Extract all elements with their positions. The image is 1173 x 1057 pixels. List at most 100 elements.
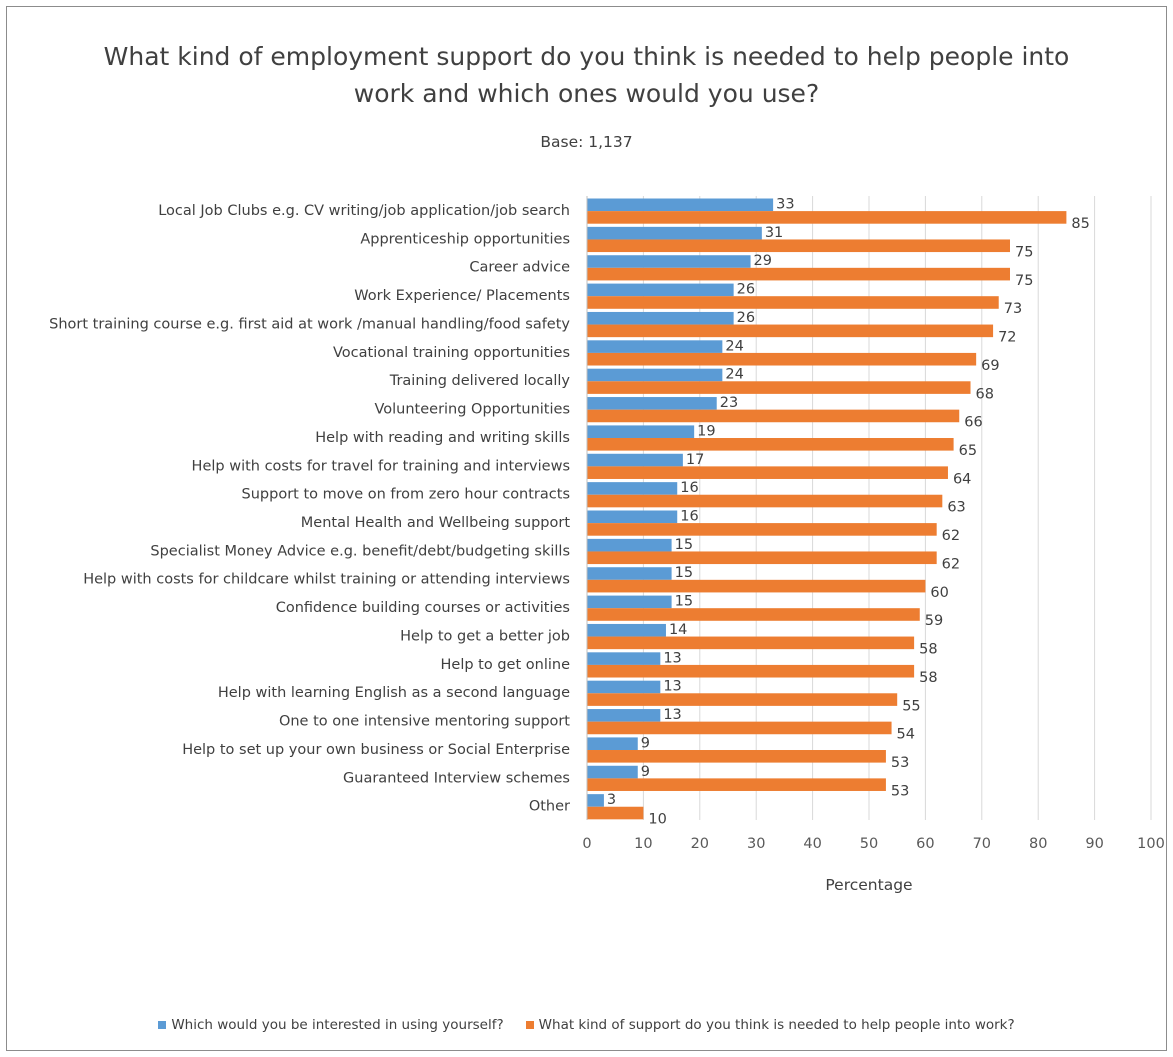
bar-series-1 bbox=[587, 453, 683, 467]
category-label: Work Experience/ Placements bbox=[354, 288, 570, 304]
bar-series-2 bbox=[587, 523, 937, 536]
x-tick-label: 10 bbox=[634, 836, 652, 852]
data-label-series-2: 64 bbox=[953, 471, 971, 487]
bar-series-2 bbox=[587, 409, 960, 423]
data-label-series-2: 62 bbox=[942, 556, 960, 572]
data-label-series-2: 62 bbox=[942, 528, 960, 544]
bar-series-1 bbox=[587, 425, 695, 439]
bar-series-2 bbox=[587, 721, 892, 735]
data-label-series-2: 10 bbox=[648, 812, 666, 828]
data-label-series-1: 15 bbox=[675, 594, 693, 610]
bar-series-2 bbox=[587, 579, 926, 593]
data-label-series-2: 75 bbox=[1015, 273, 1033, 289]
bar-series-1 bbox=[587, 198, 774, 212]
data-label-series-1: 26 bbox=[737, 282, 755, 298]
data-label-series-1: 16 bbox=[680, 509, 698, 525]
data-label-series-2: 53 bbox=[891, 755, 909, 771]
data-label-series-1: 15 bbox=[675, 537, 693, 553]
category-label: Mental Health and Wellbeing support bbox=[301, 515, 571, 531]
x-tick-label: 100 bbox=[1137, 836, 1165, 852]
data-label-series-1: 9 bbox=[641, 735, 650, 751]
data-label-series-2: 73 bbox=[1004, 301, 1022, 317]
data-label-series-2: 55 bbox=[902, 698, 920, 714]
bar-series-1 bbox=[587, 226, 762, 240]
data-label-series-1: 14 bbox=[669, 622, 687, 638]
bar-series-2 bbox=[587, 664, 915, 678]
bar-series-1 bbox=[587, 311, 734, 325]
category-label: Help with costs for travel for training … bbox=[192, 458, 570, 474]
category-label: Help to get a better job bbox=[400, 628, 570, 644]
category-label: Other bbox=[529, 799, 570, 815]
data-label-series-2: 75 bbox=[1015, 244, 1033, 260]
data-label-series-2: 72 bbox=[998, 330, 1016, 346]
category-label: Vocational training opportunities bbox=[333, 345, 570, 361]
bar-series-2 bbox=[587, 438, 954, 451]
bar-series-2 bbox=[587, 381, 971, 394]
bar-series-2 bbox=[587, 608, 920, 621]
bar-series-2 bbox=[587, 352, 977, 366]
bar-series-2 bbox=[587, 239, 1010, 253]
chart-subtitle: Base: 1,137 bbox=[540, 133, 633, 151]
legend: Which would you be interested in using y… bbox=[0, 1017, 1173, 1033]
x-axis-title: Percentage bbox=[825, 876, 912, 894]
bar-series-1 bbox=[587, 340, 723, 353]
data-label-series-2: 65 bbox=[959, 443, 977, 459]
legend-swatch-series-1 bbox=[158, 1021, 167, 1029]
data-label-series-1: 13 bbox=[663, 679, 681, 695]
legend-label-series-1: Which would you be interested in using y… bbox=[171, 1017, 504, 1033]
category-label: Volunteering Opportunities bbox=[374, 402, 570, 418]
bar-series-1 bbox=[587, 652, 661, 665]
bar-series-2 bbox=[587, 551, 937, 565]
bar-series-1 bbox=[587, 567, 672, 580]
data-label-series-2: 58 bbox=[919, 642, 937, 658]
bar-series-2 bbox=[587, 778, 886, 791]
x-tick-label: 20 bbox=[691, 836, 709, 852]
bar-series-2 bbox=[587, 693, 898, 706]
bar-series-2 bbox=[587, 636, 915, 650]
legend-item-series-2: What kind of support do you think is nee… bbox=[525, 1017, 1015, 1033]
data-label-series-2: 66 bbox=[964, 415, 982, 431]
bar-series-1 bbox=[587, 368, 723, 382]
bar-series-2 bbox=[587, 211, 1067, 224]
x-tick-label: 30 bbox=[747, 836, 765, 852]
bar-series-1 bbox=[587, 709, 661, 722]
legend-label-series-2: What kind of support do you think is nee… bbox=[538, 1017, 1015, 1033]
category-label: Guaranteed Interview schemes bbox=[343, 770, 570, 786]
x-tick-label: 40 bbox=[803, 836, 821, 852]
data-label-series-1: 24 bbox=[725, 367, 743, 383]
data-label-series-1: 26 bbox=[737, 310, 755, 326]
bar-series-1 bbox=[587, 538, 672, 552]
data-label-series-1: 19 bbox=[697, 423, 715, 439]
bar-series-2 bbox=[587, 750, 886, 763]
category-label: Apprenticeship opportunities bbox=[360, 231, 570, 247]
category-label: Support to move on from zero hour contra… bbox=[242, 487, 570, 503]
x-tick-label: 90 bbox=[1085, 836, 1103, 852]
bar-series-1 bbox=[587, 623, 666, 637]
data-label-series-2: 63 bbox=[947, 500, 965, 516]
category-label: Help to set up your own business or Soci… bbox=[182, 742, 570, 758]
x-tick-label: 80 bbox=[1029, 836, 1047, 852]
data-label-series-1: 9 bbox=[641, 764, 650, 780]
category-label: Help with costs for childcare whilst tra… bbox=[83, 572, 570, 588]
data-label-series-2: 69 bbox=[981, 358, 999, 374]
bar-series-1 bbox=[587, 397, 717, 410]
bar-series-1 bbox=[587, 794, 604, 807]
category-label: Career advice bbox=[469, 260, 570, 276]
category-label: Confidence building courses or activitie… bbox=[276, 600, 570, 616]
data-label-series-1: 31 bbox=[765, 225, 783, 241]
bar-series-2 bbox=[587, 267, 1010, 281]
bar-series-2 bbox=[587, 494, 943, 508]
bar-series-1 bbox=[587, 283, 734, 297]
x-tick-label: 0 bbox=[582, 836, 591, 852]
category-label: Help with learning English as a second l… bbox=[218, 685, 570, 701]
data-label-series-2: 85 bbox=[1071, 216, 1089, 232]
data-label-series-2: 58 bbox=[919, 670, 937, 686]
x-tick-label: 70 bbox=[973, 836, 991, 852]
category-label: Specialist Money Advice e.g. benefit/deb… bbox=[150, 543, 570, 559]
data-label-series-1: 23 bbox=[720, 395, 738, 411]
data-label-series-1: 24 bbox=[725, 338, 743, 354]
data-label-series-1: 3 bbox=[607, 792, 616, 808]
bar-series-1 bbox=[587, 765, 638, 779]
category-label: Help with reading and writing skills bbox=[315, 430, 570, 446]
